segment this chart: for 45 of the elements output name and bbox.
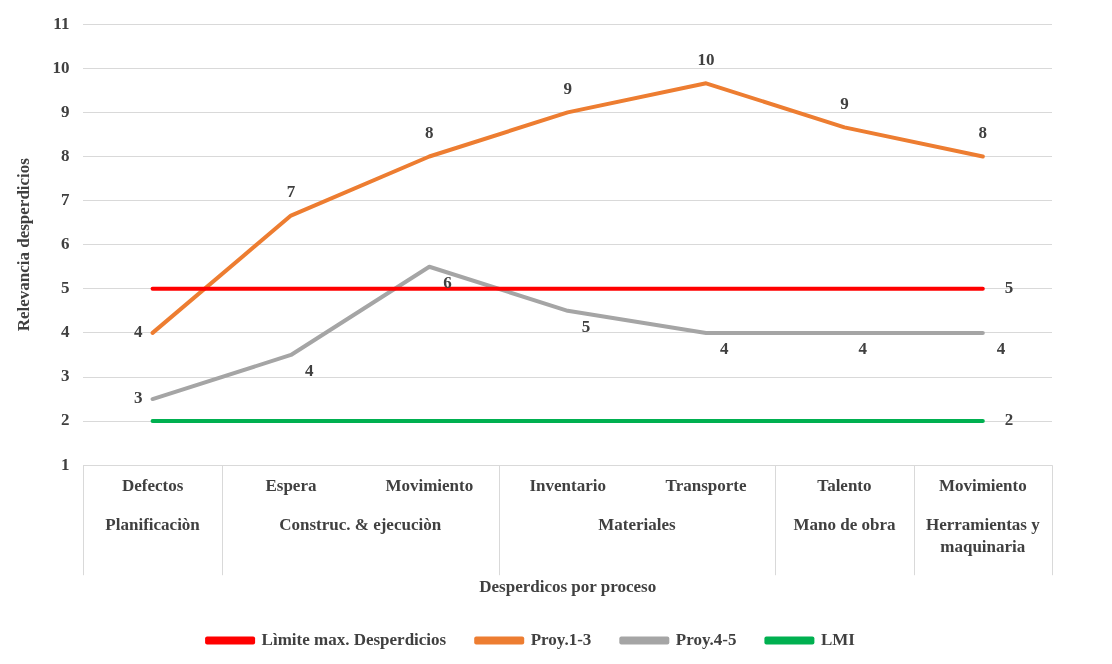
data-label: 4 (134, 322, 144, 342)
data-label: 4 (858, 338, 868, 358)
x-tick-label: Inventario (529, 475, 606, 495)
data-label: 6 (443, 272, 452, 292)
y-tick-label: 8 (60, 145, 70, 165)
y-tick-label: 9 (60, 101, 70, 121)
y-tick-label: 11 (53, 13, 70, 33)
y-axis-title: Relevancia desperdicios (13, 157, 33, 332)
y-tick-label: 7 (60, 189, 70, 209)
x-axis-title: Desperdicos por proceso (479, 577, 657, 597)
text: Materiales (598, 515, 676, 535)
data-label: 3 (134, 388, 143, 408)
data-label: 7 (286, 182, 296, 202)
data-label: 8 (978, 123, 988, 143)
text: Herramientas y maquinaria (925, 515, 1041, 557)
x-tick-label: Movimiento (385, 475, 474, 495)
x-tick-label: Defectos (121, 475, 184, 495)
text: Planificaciòn (105, 515, 201, 535)
y-tick-label: 10 (52, 57, 70, 77)
data-label: 10 (697, 50, 715, 70)
legend-label: Lìmite max. Desperdicios (261, 629, 447, 649)
x-tick-label: Talento (817, 475, 872, 495)
data-label: 9 (563, 79, 572, 99)
data-label: 4 (996, 338, 1006, 358)
legend-label: Proy.4-5 (675, 629, 737, 649)
y-tick-label: 6 (60, 234, 70, 254)
data-label: 9 (840, 94, 849, 114)
data-label: 4 (304, 360, 314, 380)
text: Mano de obra (793, 515, 896, 535)
data-label: 2 (1004, 410, 1014, 430)
y-tick-label: 2 (60, 410, 70, 430)
data-label: 5 (581, 316, 591, 336)
x-tick-label: Movimiento (938, 475, 1027, 495)
y-tick-label: 1 (60, 454, 70, 474)
data-label: 8 (425, 123, 434, 143)
x-tick-label: Transporte (665, 475, 747, 495)
y-tick-label: 3 (60, 366, 70, 386)
y-tick-label: 4 (60, 322, 70, 342)
y-tick-label: 5 (60, 278, 70, 298)
legend-label: Proy.1-3 (530, 629, 592, 649)
legend-label: LMI (820, 629, 856, 649)
text: Construc. & ejecuciòn (279, 515, 442, 535)
data-label: 4 (720, 338, 730, 358)
x-tick-label: Espera (265, 475, 317, 495)
data-label: 5 (1004, 278, 1014, 298)
